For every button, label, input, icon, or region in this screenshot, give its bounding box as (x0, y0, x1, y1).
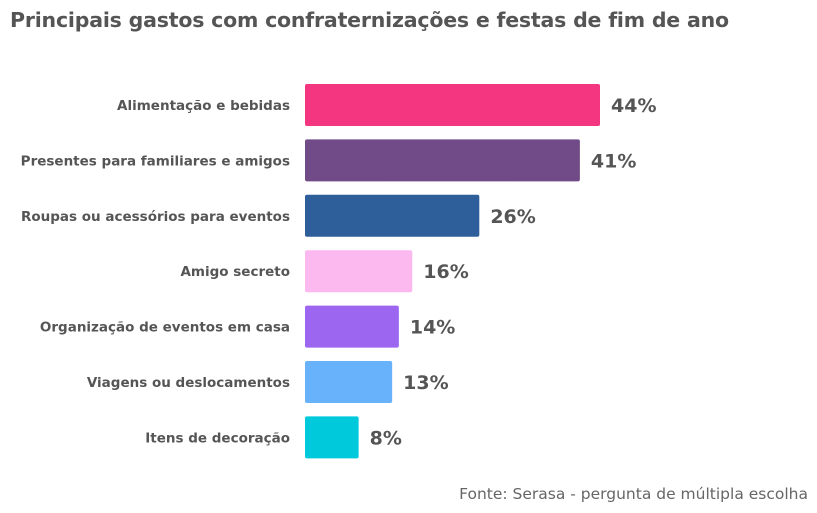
value-label: 44% (611, 95, 656, 117)
value-label: 41% (591, 150, 636, 172)
bar (305, 139, 580, 182)
source-note: Fonte: Serasa - pergunta de múltipla esc… (459, 485, 808, 503)
bar (305, 84, 600, 126)
bar (305, 250, 413, 293)
bar (305, 194, 480, 237)
chart-title: Principais gastos com confraternizações … (10, 8, 729, 32)
category-label: Organização de eventos em casa (40, 320, 290, 336)
category-label: Itens de decoração (145, 430, 290, 446)
category-label: Roupas ou acessórios para eventos (21, 209, 290, 225)
value-label: 8% (370, 427, 402, 449)
value-label: 26% (490, 206, 535, 228)
bar (305, 361, 393, 403)
value-label: 14% (410, 317, 455, 339)
value-label: 16% (423, 261, 468, 283)
bar (305, 305, 399, 348)
category-label: Amigo secreto (180, 264, 290, 280)
bar (305, 416, 359, 459)
value-label: 13% (403, 372, 448, 394)
category-label: Viagens ou deslocamentos (87, 375, 290, 391)
category-label: Alimentação e bebidas (117, 98, 290, 114)
category-label: Presentes para familiares e amigos (21, 153, 290, 169)
